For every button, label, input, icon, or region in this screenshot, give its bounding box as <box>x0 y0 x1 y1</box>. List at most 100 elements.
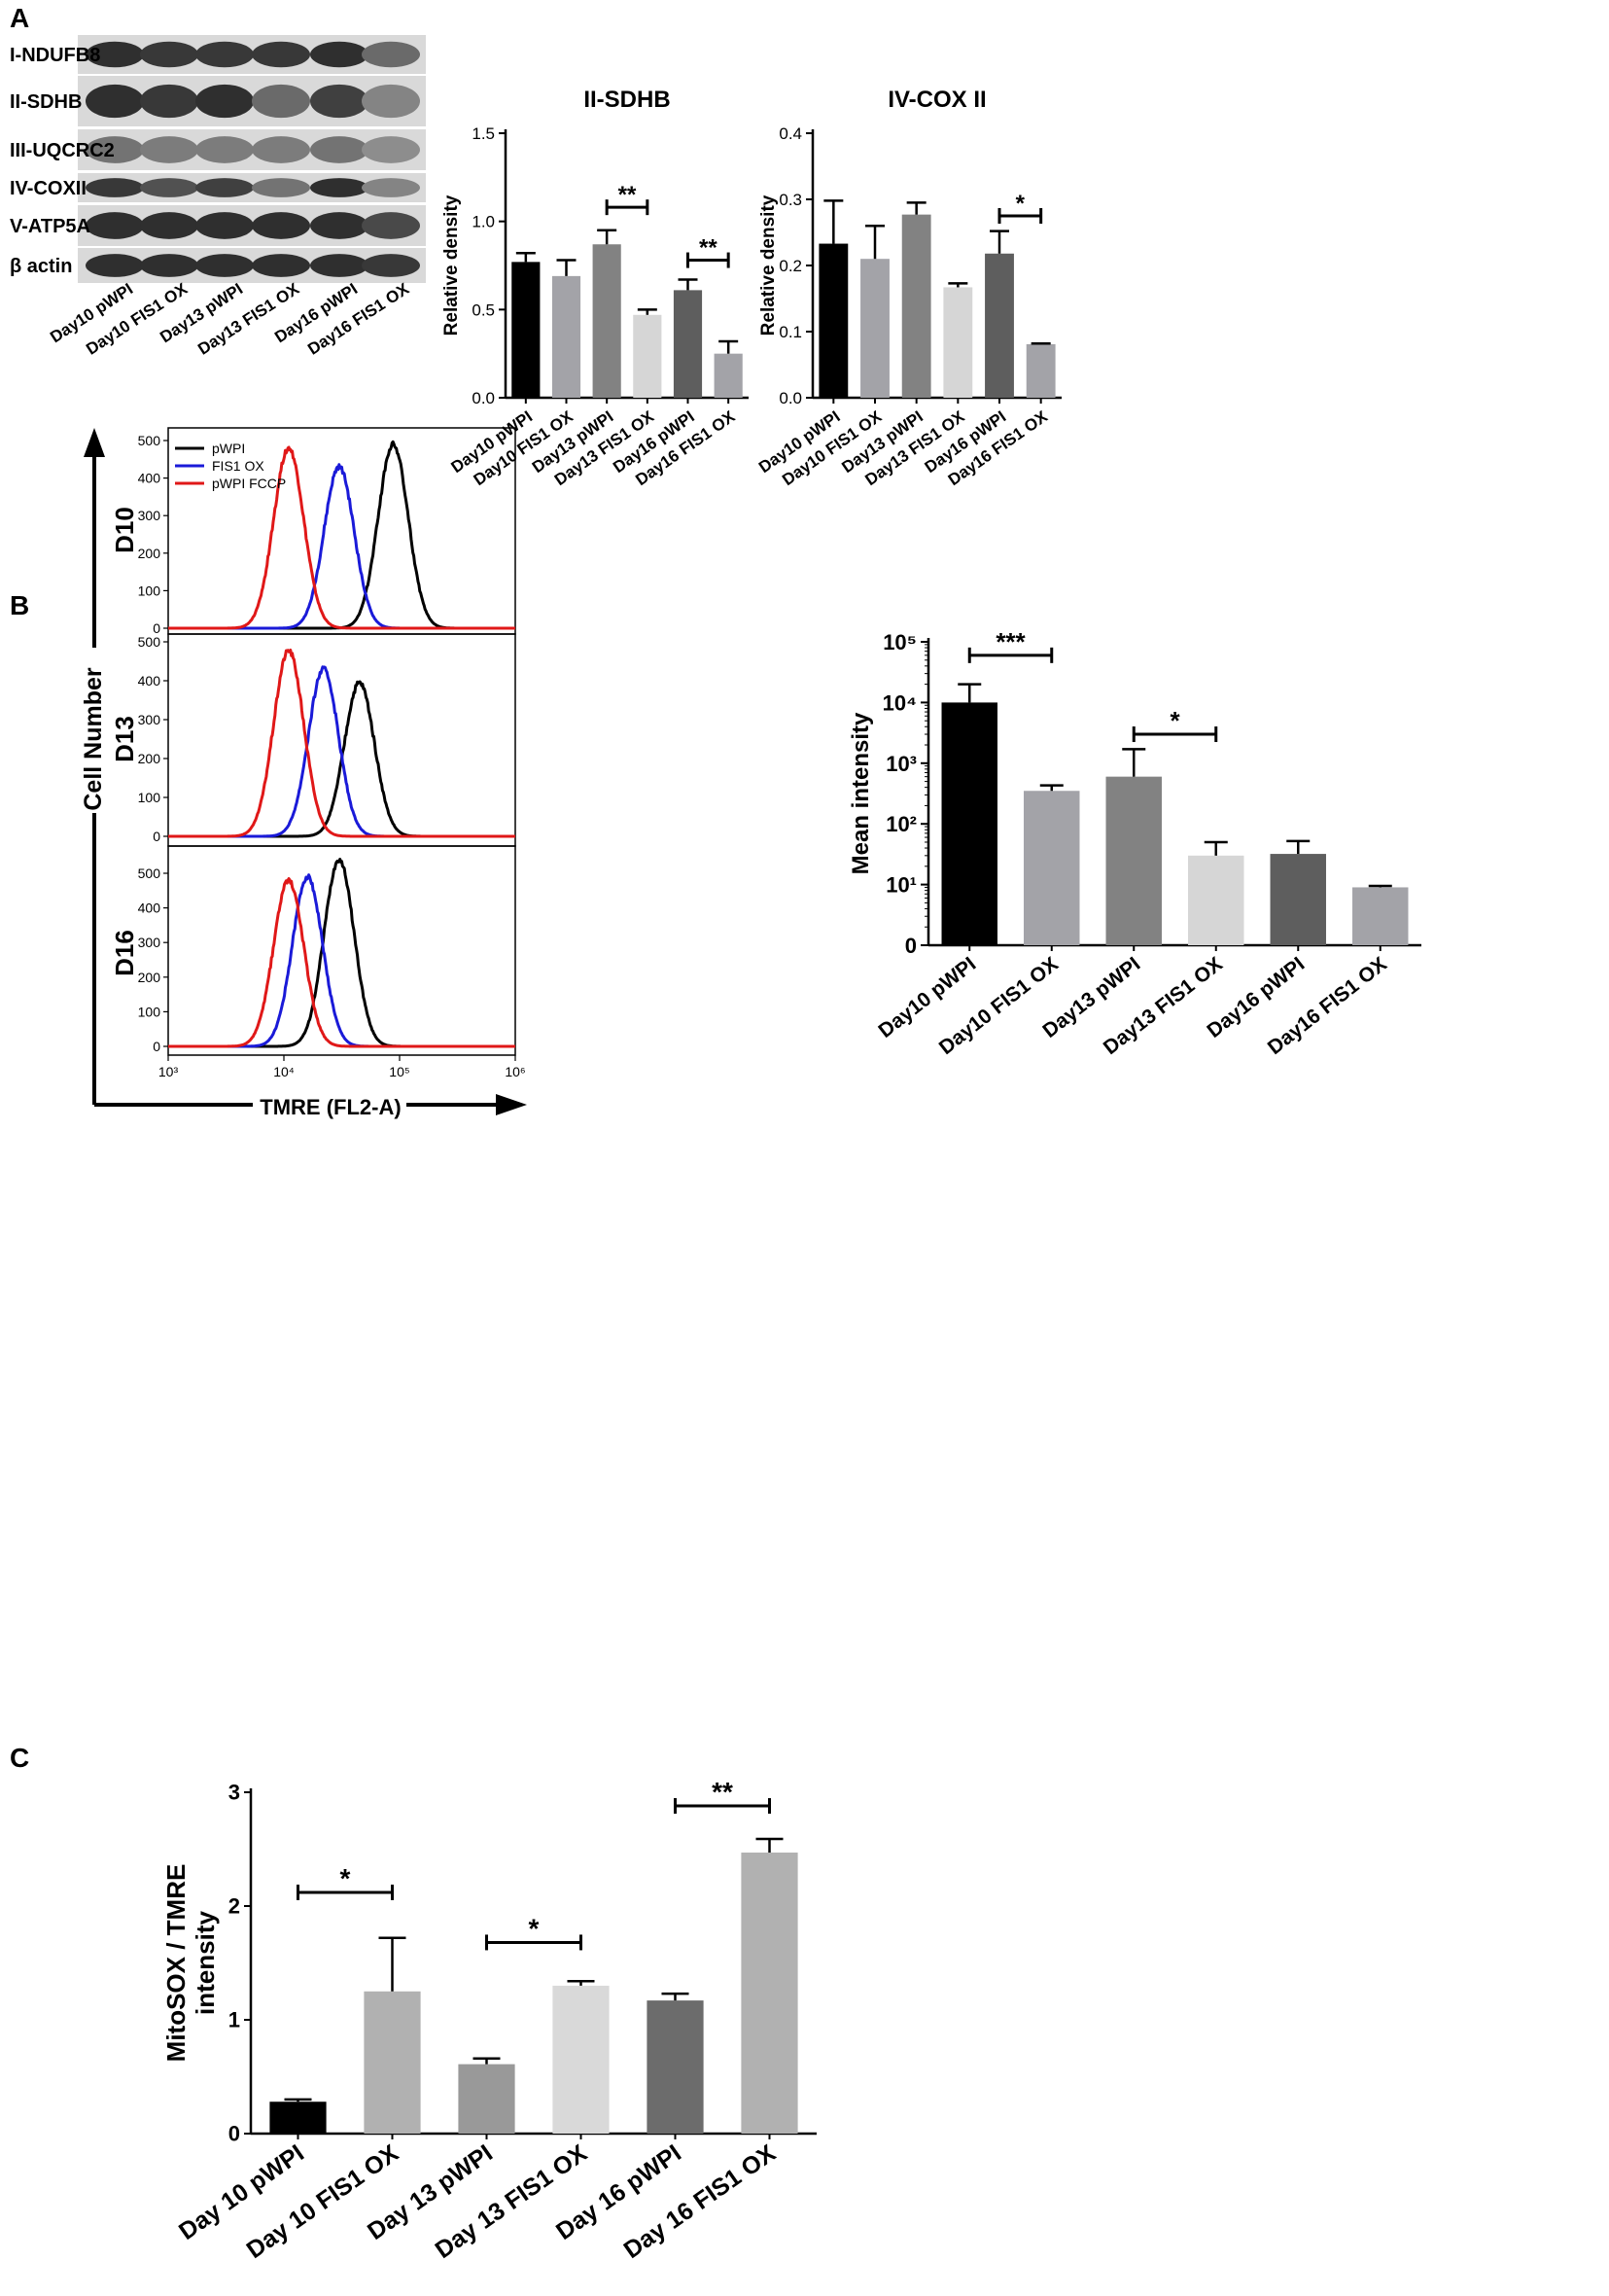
blot-band <box>140 212 198 239</box>
y-tick-label: 500 <box>138 433 161 448</box>
bar <box>985 253 1014 398</box>
y-tick-label: 400 <box>138 673 161 689</box>
y-tick-label: 0.0 <box>472 389 495 407</box>
histogram-frame <box>167 633 516 847</box>
x-arrow-head <box>496 1094 527 1115</box>
chart-title: II-SDHB <box>583 87 670 113</box>
significance-label: * <box>1016 191 1026 217</box>
blot-band <box>86 84 144 119</box>
blot-band <box>310 212 368 239</box>
blot-band <box>252 178 310 197</box>
blot-band <box>195 212 254 239</box>
bar <box>860 259 890 398</box>
bar <box>1188 855 1244 945</box>
y-tick-label: 3 <box>228 1781 240 1805</box>
y-tick-label: 200 <box>138 546 161 561</box>
blot-row-label: β actin <box>10 256 72 277</box>
blot-band <box>362 212 420 239</box>
y-tick-label: 0.0 <box>779 389 802 407</box>
bar <box>943 287 973 398</box>
blot-band <box>310 254 368 277</box>
y-tick-label: 0 <box>228 2122 240 2146</box>
blot-band <box>362 136 420 163</box>
bar <box>1026 343 1056 398</box>
y-tick-label: 100 <box>138 1004 161 1019</box>
bar <box>269 2102 327 2134</box>
blot-band <box>362 41 420 68</box>
histogram-series-2 <box>167 649 516 838</box>
blot-band <box>252 136 310 163</box>
bar <box>633 314 662 398</box>
bar <box>1024 791 1080 945</box>
significance-label: * <box>1170 706 1180 735</box>
y-axis-label: Relative density <box>441 194 462 336</box>
panel-label-b: B <box>10 590 29 620</box>
blot-band <box>252 254 310 277</box>
y-tick-label: 10¹ <box>886 873 917 898</box>
x-tick-label: 10³ <box>158 1064 179 1079</box>
y-tick-label: 100 <box>138 790 161 805</box>
bar <box>511 262 541 398</box>
bar <box>673 290 703 398</box>
y-tick-label: 0 <box>153 829 160 844</box>
histogram-series-2 <box>167 445 516 630</box>
blot-row-label: I-NDUFB8 <box>10 45 100 66</box>
bar <box>592 244 621 398</box>
bar <box>458 2064 515 2134</box>
y-tick-label: 2 <box>228 1894 240 1919</box>
blot-band <box>86 178 144 197</box>
y-tick-label: 0 <box>153 1039 160 1054</box>
legend-label: pWPI FCCP <box>212 476 286 491</box>
blot-band <box>252 84 310 119</box>
x-tick-label: 10⁶ <box>505 1064 525 1079</box>
blot-lane-label: Day13 FIS1 OX <box>194 279 303 359</box>
blot-row-label: II-SDHB <box>10 91 82 113</box>
blot-row-label: IV-COXII <box>10 178 87 199</box>
coxii-bar-chart: IV-COX II 0.0 0.1 0.2 0.3 0.4 Relative density… <box>755 87 1062 489</box>
histogram-day-label: D13 <box>110 716 139 762</box>
western-blot: I-NDUFB8 II-SDHB III-UQCRC2 IV-COXII V-ATP5A… <box>10 35 426 359</box>
y-tick-label: 0 <box>153 620 160 636</box>
y-tick-label: 300 <box>138 712 161 727</box>
y-tick-label: 1.0 <box>472 213 495 231</box>
blot-band <box>362 254 420 277</box>
y-axis-label: Cell Number <box>80 667 107 811</box>
blot-band <box>310 84 368 119</box>
bar <box>901 214 931 398</box>
bar <box>1352 887 1409 945</box>
tmre-histograms: 0 100 200 300 400 500 D10 0 100 200 300 400 500 D13 0 1… <box>78 427 527 1119</box>
x-axis-label: TMRE (FL2-A) <box>260 1095 401 1119</box>
blot-row-label: V-ATP5A <box>10 216 90 237</box>
blot-band <box>252 41 310 68</box>
blot-band <box>310 178 368 197</box>
y-tick-label: 1 <box>228 2008 240 2032</box>
blot-band <box>195 41 254 68</box>
bar <box>819 243 849 398</box>
histogram-series-2 <box>167 877 516 1048</box>
histogram-series-0 <box>167 858 516 1048</box>
blot-band <box>140 136 198 163</box>
panel-label-a: A <box>10 3 29 33</box>
y-axis-label: Relative density <box>758 194 779 336</box>
x-label-gap <box>253 1093 406 1118</box>
y-tick-label: 0.1 <box>779 323 802 341</box>
blot-band <box>140 84 198 119</box>
x-tick-label: 10⁵ <box>389 1064 409 1079</box>
bar <box>1270 854 1326 945</box>
y-tick-label: 200 <box>138 751 161 766</box>
blot-band <box>86 212 144 239</box>
y-tick-label: 10³ <box>886 752 917 776</box>
histogram-frame <box>167 845 516 1056</box>
legend-label: pWPI <box>212 441 245 456</box>
blot-row-label: III-UQCRC2 <box>10 140 115 161</box>
y-tick-label: 400 <box>138 901 161 916</box>
y-tick-label: 500 <box>138 634 161 650</box>
blot-band <box>140 41 198 68</box>
significance-label: *** <box>996 627 1026 656</box>
histogram-series-1 <box>167 873 516 1048</box>
significance-label: * <box>529 1913 540 1943</box>
blot-band <box>362 84 420 119</box>
